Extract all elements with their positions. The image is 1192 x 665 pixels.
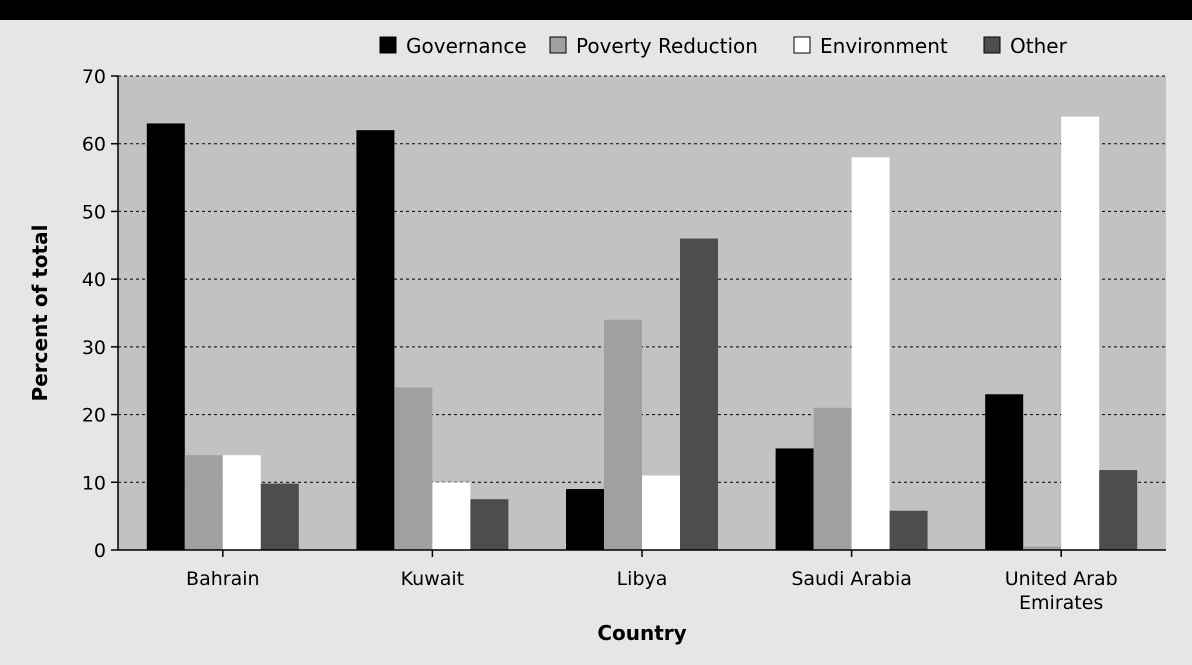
legend-swatch xyxy=(983,36,1001,54)
legend-swatch xyxy=(379,36,397,54)
bar xyxy=(851,157,890,550)
x-tick-label: Bahrain xyxy=(186,568,260,590)
bars xyxy=(146,116,1138,551)
legend-swatch xyxy=(549,36,567,54)
y-tick-label: 20 xyxy=(82,405,106,427)
bar xyxy=(260,483,299,550)
bar xyxy=(604,319,642,550)
bar xyxy=(356,130,395,550)
bar xyxy=(985,394,1024,550)
top-bar xyxy=(0,0,1192,20)
x-axis-ticks: Bahrain Kuwait Libya Saudi Arabia United Ara… xyxy=(186,550,1118,614)
x-tick-label: Saudi Arabia xyxy=(791,568,912,590)
bar xyxy=(642,475,680,550)
x-tick-label-line: United Arab xyxy=(1005,568,1118,590)
bar xyxy=(222,455,261,550)
x-tick-label-line: Emirates xyxy=(1019,592,1103,614)
series-poverty-reduction xyxy=(184,319,1062,550)
bar xyxy=(680,238,718,550)
bar xyxy=(566,489,604,550)
legend-item: Other xyxy=(983,34,1068,58)
bar xyxy=(1061,116,1100,550)
legend: Governance Poverty Reduction Environment Ot… xyxy=(379,34,1068,58)
y-tick-label: 10 xyxy=(82,472,106,494)
y-tick-label: 30 xyxy=(82,337,106,359)
legend-item: Environment xyxy=(793,34,948,58)
bar xyxy=(394,387,433,550)
y-axis-title: Percent of total xyxy=(28,225,52,402)
bar xyxy=(1099,470,1138,550)
y-tick-label: 40 xyxy=(82,269,106,291)
bar xyxy=(470,499,509,550)
series-governance xyxy=(146,123,1024,551)
x-tick-label: Libya xyxy=(617,568,668,590)
x-tick-label-line: Saudi Arabia xyxy=(791,568,912,590)
y-tick-label: 70 xyxy=(82,66,106,88)
legend-label: Governance xyxy=(406,34,527,58)
bar xyxy=(813,407,852,550)
x-tick-label-line: Kuwait xyxy=(401,568,464,590)
bar xyxy=(146,123,185,551)
y-tick-label: 60 xyxy=(82,134,106,156)
bar xyxy=(184,455,223,550)
x-tick-label-line: Bahrain xyxy=(186,568,260,590)
bar xyxy=(775,448,814,550)
legend-label: Other xyxy=(1010,34,1068,58)
series-other xyxy=(260,238,1138,550)
y-tick-label: 50 xyxy=(82,201,106,223)
x-tick-label: United Arab Emirates xyxy=(1005,568,1118,614)
x-tick-label: Kuwait xyxy=(401,568,464,590)
bar xyxy=(432,482,471,550)
x-tick-label-line: Libya xyxy=(617,568,668,590)
y-tick-label: 0 xyxy=(94,540,106,562)
bar xyxy=(889,510,928,550)
legend-swatch xyxy=(793,36,811,54)
x-axis-title: Country xyxy=(597,621,686,645)
legend-label: Poverty Reduction xyxy=(576,34,758,58)
legend-label: Environment xyxy=(820,34,948,58)
legend-item: Governance xyxy=(379,34,527,58)
y-axis-ticks: 0 10 20 30 40 50 60 70 xyxy=(82,66,118,562)
bar xyxy=(1023,546,1062,550)
legend-item: Poverty Reduction xyxy=(549,34,758,58)
series-environment xyxy=(222,116,1100,550)
